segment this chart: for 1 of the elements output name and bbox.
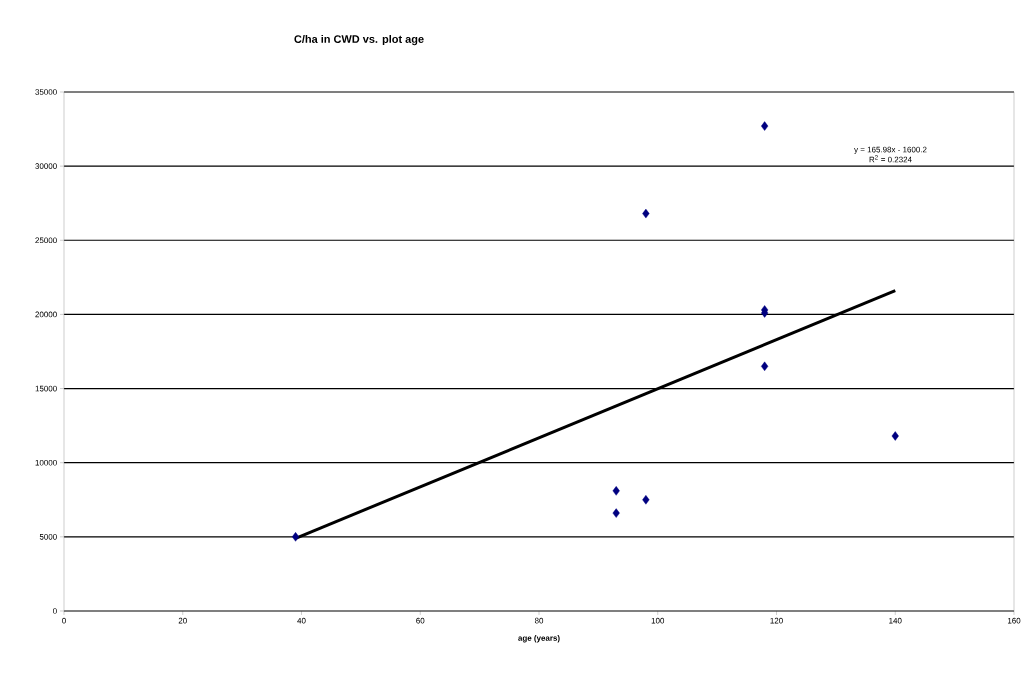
chart-title: C/ha in CWD vs. plot age [294,34,424,46]
